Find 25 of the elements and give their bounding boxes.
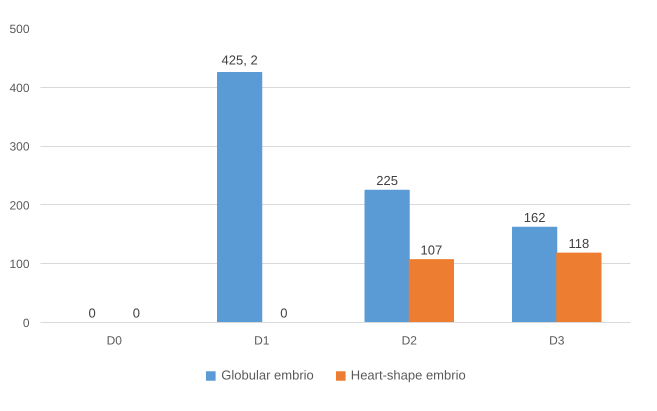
y-tick-label: 0 [22, 316, 30, 330]
data-label: 162 [524, 210, 546, 226]
bar [364, 190, 410, 322]
data-label: 225 [376, 173, 398, 188]
data-label: 0 [280, 306, 288, 320]
x-tick-label: D2 [402, 334, 418, 348]
bar [556, 252, 602, 322]
y-tick-label: 300 [9, 140, 30, 154]
bar [408, 259, 454, 322]
data-label: 118 [568, 236, 590, 252]
bar [512, 226, 558, 322]
x-tick-label: D0 [106, 334, 122, 348]
legend-label: Globular embrio [221, 368, 314, 382]
data-label: 0 [88, 306, 96, 320]
x-tick-label: D1 [254, 334, 270, 348]
bar [217, 72, 262, 322]
data-label: 0 [132, 306, 140, 320]
data-label: 425, 2 [222, 52, 258, 68]
data-label: 107 [420, 242, 442, 258]
y-tick-label: 400 [9, 80, 30, 95]
x-tick-label: D3 [549, 334, 565, 348]
y-tick-label: 100 [9, 257, 30, 272]
legend-label: Heart-shape embrio [350, 368, 466, 382]
y-tick-label: 200 [9, 198, 30, 212]
y-tick-label: 500 [9, 22, 30, 36]
